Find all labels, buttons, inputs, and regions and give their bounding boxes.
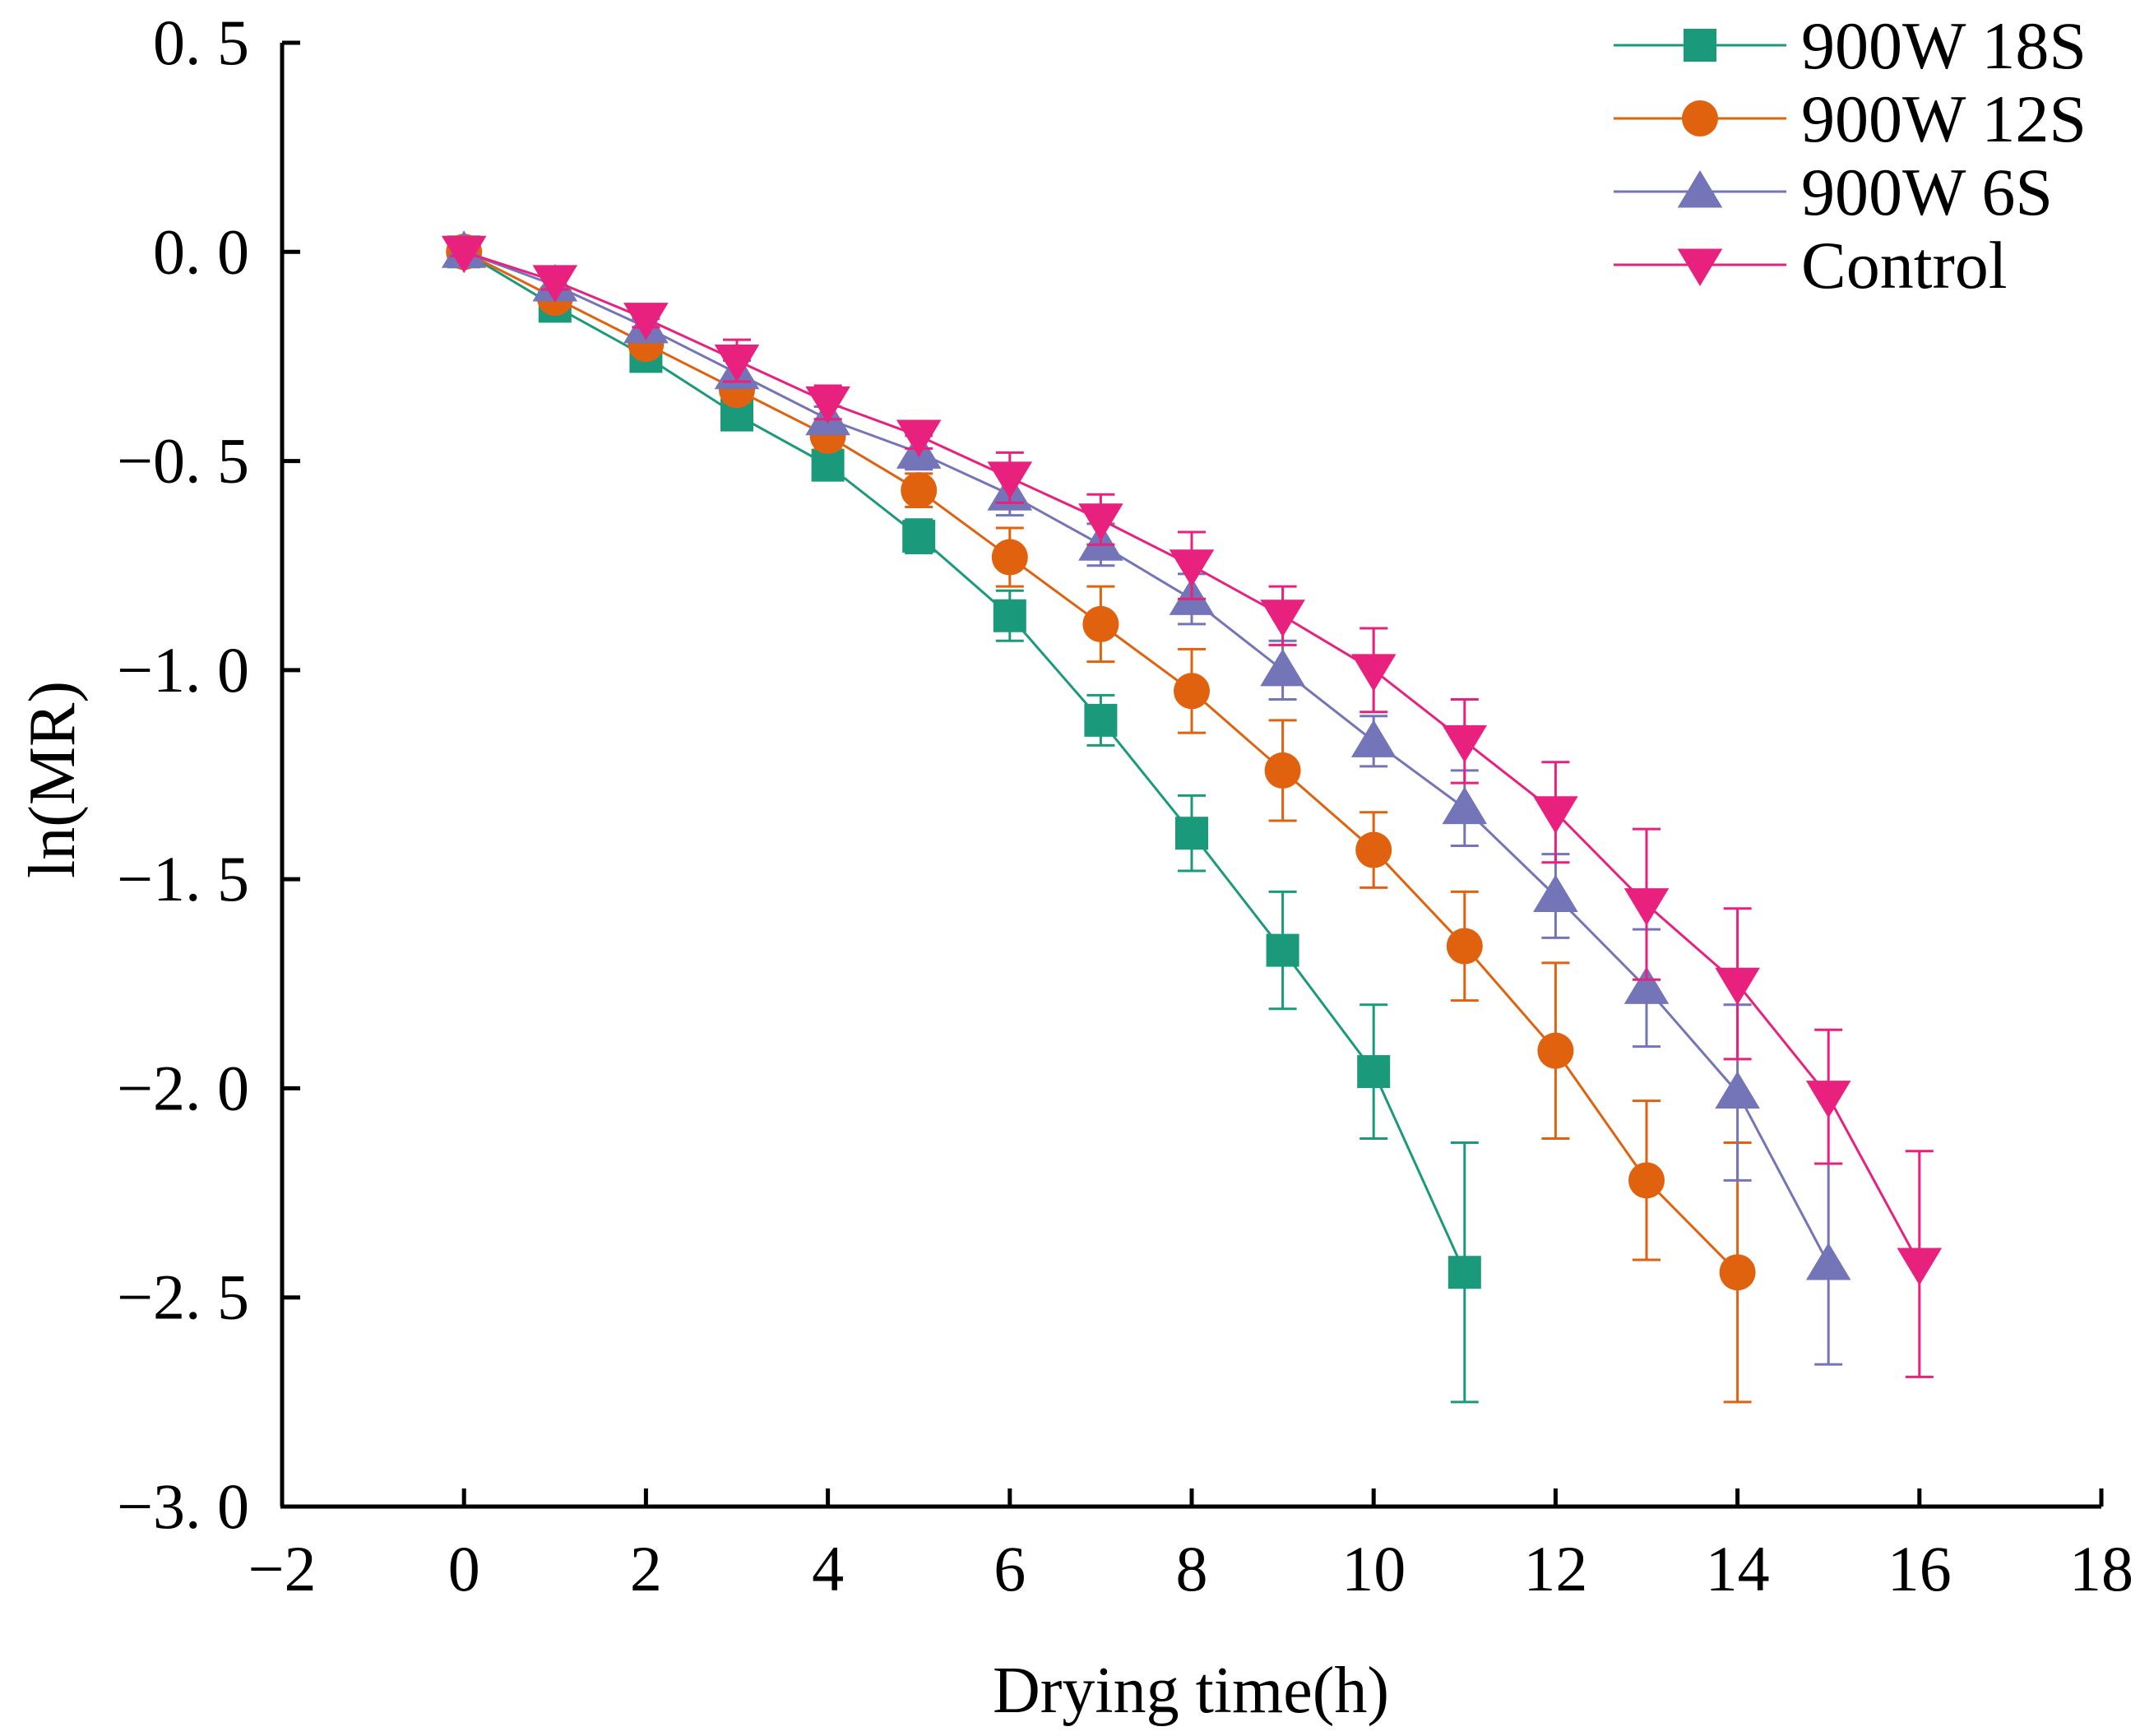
data-point [991,539,1028,576]
series-line [463,250,1921,1265]
axes: 0. 5 0. 0 −0. 5 −1. 0 −1. 5 −2. 0 −2. 5 −3. 0−2… [117,7,2133,1604]
data-point [1805,1081,1851,1118]
data-point [987,461,1033,499]
legend-marker [1677,170,1723,208]
data-point [1350,654,1397,692]
y-tick-label: −1. 5 [117,843,249,914]
data-point [1533,874,1578,912]
x-tick-label: 14 [1706,1533,1770,1604]
x-axis-title: Drying time(h) [993,1655,1389,1727]
data-point [1442,786,1488,825]
data-point [1264,752,1301,789]
legend-label: 900W 12S [1801,81,2087,156]
data-point [1715,1071,1760,1109]
legend-marker [1684,29,1716,62]
data-point [1537,1032,1574,1069]
data-point [1078,503,1123,541]
data-point [1446,928,1483,965]
legend-entry: 900W 6S [1614,155,2053,229]
y-tick-label: −0. 5 [117,425,249,497]
data-point [1084,703,1118,737]
data-point [901,472,938,509]
x-tick-label: 0 [448,1533,480,1604]
x-tick-label: 8 [1176,1533,1208,1604]
data-point [1260,648,1305,687]
data-point [993,599,1026,632]
data-point [714,345,760,382]
data-point [1624,966,1670,1004]
data-point [623,303,669,340]
data-point [1357,1055,1391,1089]
x-tick-label: 10 [1341,1533,1406,1604]
data-point [902,520,936,553]
legend-label: Control [1801,228,2008,303]
data-point [1533,796,1578,834]
x-tick-label: 18 [2069,1533,2133,1604]
legend-entry: 900W 12S [1614,81,2087,156]
data-point [1350,720,1397,757]
y-tick-label: −1. 0 [117,634,249,706]
data-point [1628,1162,1665,1199]
data-point [441,235,487,274]
data-point [1442,724,1488,763]
series-900w-18s [447,235,1481,1404]
legend-label: 900W 6S [1801,155,2053,229]
y-tick-label: 0. 5 [153,7,249,78]
data-point [1266,933,1299,967]
data-point [1355,831,1392,868]
data-point [1175,817,1208,850]
legend-entry: 900W 18S [1614,8,2087,83]
x-tick-label: −2 [248,1533,317,1604]
legend-marker [1677,248,1723,286]
y-tick-label: −2. 0 [117,1052,249,1123]
series-layer [441,230,1943,1404]
series-control [441,235,1943,1378]
data-point [1260,599,1305,637]
data-point [1897,1248,1943,1286]
data-point [1719,1254,1756,1291]
series-line [463,250,1466,1273]
data-point [896,419,942,458]
series-line [463,250,1830,1265]
y-tick-label: 0. 0 [153,215,249,287]
x-tick-label: 16 [1888,1533,1952,1604]
data-point [1174,673,1210,710]
y-tick-label: −2. 5 [117,1261,249,1333]
legend-entry: Control [1614,228,2008,303]
x-tick-label: 6 [994,1533,1026,1604]
x-tick-label: 2 [630,1533,662,1604]
legend-marker [1682,100,1718,137]
data-point [1448,1256,1481,1289]
y-axis-title: ln(MR) [16,681,89,878]
data-point [1624,888,1670,926]
data-point [805,386,850,424]
data-point [811,448,845,482]
y-tick-label: −3. 0 [117,1470,249,1542]
data-point [1169,549,1215,587]
x-tick-label: 12 [1523,1533,1587,1604]
data-point [1805,1243,1851,1280]
x-tick-label: 4 [812,1533,844,1604]
legend-label: 900W 18S [1801,8,2087,83]
data-point [1082,605,1119,642]
data-point [532,265,578,303]
data-point [1715,967,1760,1006]
